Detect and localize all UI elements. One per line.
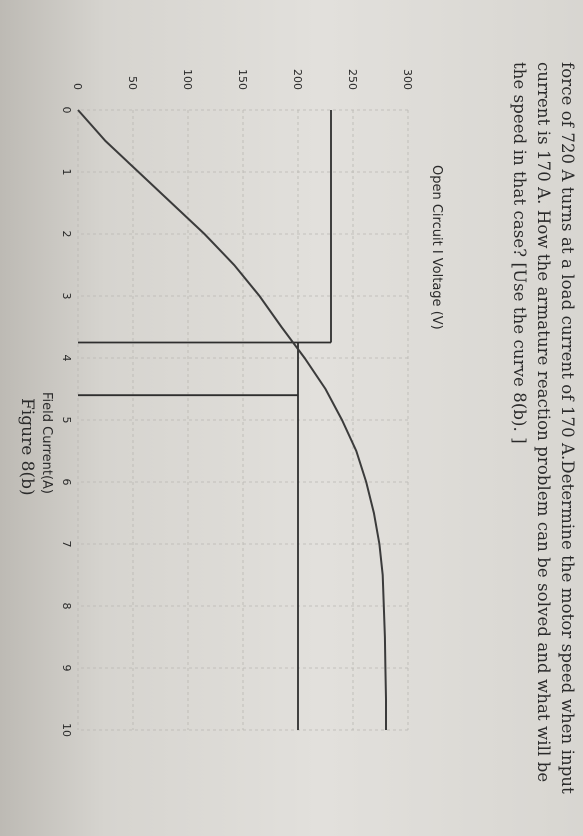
y-tick-label-300: 300 xyxy=(401,69,414,90)
x-tick-label-6: 6 xyxy=(60,479,73,486)
figure-caption: Figure 8(b) xyxy=(17,398,37,496)
x-tick-labels: 0 1 2 3 4 5 6 7 8 9 10 xyxy=(60,107,73,738)
curve-layer xyxy=(77,109,387,730)
occ-curve-line xyxy=(77,109,387,730)
x-axis-title: Field Current(A) xyxy=(39,392,54,494)
guide-lines xyxy=(78,110,332,730)
x-tick-label-1: 1 xyxy=(60,169,73,176)
y-tick-label-50: 50 xyxy=(126,76,139,90)
x-tick-label-4: 4 xyxy=(60,355,73,362)
x-tick-label-7: 7 xyxy=(60,541,73,548)
x-tick-label-10: 10 xyxy=(60,723,73,737)
y-tick-labels: 0 50 100 150 200 250 300 xyxy=(71,69,414,90)
y-tick-label-200: 200 xyxy=(291,69,304,90)
y-tick-label-150: 150 xyxy=(236,69,249,90)
x-tick-label-9: 9 xyxy=(60,665,73,672)
x-tick-label-0: 0 xyxy=(60,107,73,114)
x-tick-label-8: 8 xyxy=(60,603,73,610)
y-tick-label-0: 0 xyxy=(71,83,84,90)
x-tick-label-5: 5 xyxy=(60,417,73,424)
x-tick-label-3: 3 xyxy=(60,293,73,300)
grid-layer xyxy=(77,109,409,731)
y-tick-label-100: 100 xyxy=(181,69,194,90)
x-tick-label-2: 2 xyxy=(60,231,73,238)
y-axis-title: Open Circuit I Voltage (V) xyxy=(429,165,444,330)
y-tick-label-250: 250 xyxy=(346,69,359,90)
